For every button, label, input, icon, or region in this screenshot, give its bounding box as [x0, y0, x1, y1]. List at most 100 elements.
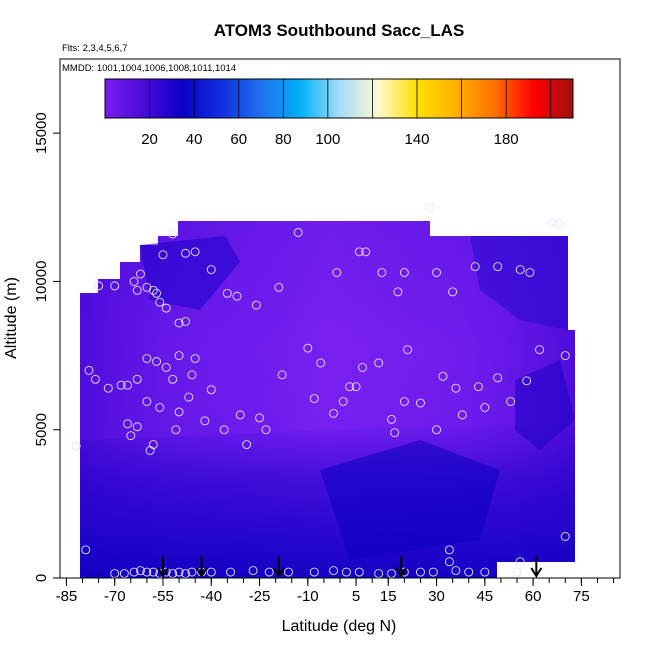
sample-point	[387, 414, 396, 424]
x-tick-label: 45	[476, 588, 493, 605]
sample-point	[103, 383, 113, 393]
sample-point	[242, 440, 252, 449]
sample-point	[145, 446, 155, 455]
sample-point	[116, 380, 126, 390]
sample-points	[71, 202, 570, 579]
sample-point	[168, 229, 178, 239]
x-tick-label: -10	[297, 588, 319, 605]
sample-point	[345, 382, 355, 392]
x-tick-label: 60	[525, 588, 542, 605]
flight-arrow-head	[195, 567, 208, 578]
sample-point	[190, 354, 200, 363]
sample-point	[261, 425, 271, 435]
sample-point	[361, 247, 371, 257]
sample-point	[190, 247, 200, 257]
sample-point	[560, 532, 570, 541]
sample-point	[416, 398, 425, 408]
annotation-flights: Flts: 2,3,4,5,6,7	[62, 43, 127, 54]
sample-point	[277, 370, 287, 380]
sample-point	[377, 268, 387, 277]
sample-point	[473, 382, 483, 392]
flight-arrows	[157, 556, 543, 578]
sample-point	[284, 567, 293, 577]
x-tick-label: -40	[200, 588, 222, 605]
sample-point	[184, 392, 194, 402]
sample-point	[451, 383, 461, 393]
sample-point	[142, 397, 152, 406]
sample-point	[547, 217, 557, 227]
sample-point	[329, 408, 339, 418]
sample-point	[174, 318, 184, 328]
sample-point	[428, 567, 438, 577]
sample-point	[136, 269, 145, 279]
sample-point	[168, 374, 178, 384]
sample-point	[226, 567, 236, 577]
x-tick-label: 15	[380, 588, 397, 605]
sample-point	[515, 557, 525, 567]
sample-point	[152, 288, 162, 298]
sample-point	[338, 397, 348, 406]
sample-point	[432, 425, 442, 435]
sample-point	[525, 268, 535, 277]
y-axis-label: Altitude (m)	[3, 277, 20, 359]
sample-point	[206, 265, 216, 275]
sample-point	[155, 297, 165, 307]
sample-point	[444, 545, 454, 555]
sample-point	[235, 410, 245, 420]
sample-point	[390, 428, 400, 438]
sample-point	[232, 291, 242, 301]
sample-point	[148, 567, 158, 577]
sample-point	[255, 413, 264, 423]
sample-point	[123, 419, 133, 429]
sample-point	[142, 567, 152, 577]
flight-arrow-head	[157, 567, 169, 578]
sample-point	[416, 567, 425, 577]
x-tick-label: 75	[573, 588, 590, 605]
sample-point	[438, 371, 448, 381]
sample-point	[399, 268, 409, 277]
sample-point	[554, 219, 564, 229]
sample-point	[535, 345, 544, 355]
sample-point	[132, 285, 142, 295]
sample-point	[222, 288, 232, 298]
sample-point	[200, 416, 210, 426]
sample-point	[425, 202, 435, 212]
sample-point	[187, 370, 197, 380]
sample-point	[126, 431, 136, 441]
sample-point	[181, 317, 190, 326]
sample-point	[393, 287, 403, 297]
sample-point	[432, 268, 442, 277]
sample-point	[515, 265, 525, 275]
sample-point	[90, 374, 100, 384]
sample-point	[403, 345, 413, 355]
sample-point	[132, 422, 142, 432]
chart-title: ATOM3 Southbound Sacc_LAS	[214, 21, 465, 40]
sample-point	[399, 397, 409, 406]
sample-point	[248, 566, 258, 576]
sample-point	[464, 567, 474, 577]
heatmap-field	[80, 221, 575, 578]
annotation-mmdd: MMDD: 1001,1004,1006,1008,1011,1014	[62, 63, 236, 74]
colorbar-gradient	[104, 78, 574, 119]
sample-point	[129, 276, 139, 286]
field-dark-patch-upper-left	[140, 236, 240, 310]
sample-point	[374, 358, 384, 368]
colorbar-tick-label: 60	[230, 131, 247, 148]
x-tick-label: 5	[352, 588, 360, 605]
x-tick-label: -25	[249, 588, 271, 605]
sample-point	[136, 566, 145, 576]
sample-point	[293, 228, 303, 237]
sample-point	[470, 262, 480, 272]
colorbar-tick-label: 180	[494, 131, 519, 148]
sample-point	[123, 380, 133, 390]
field-dark-patch-lower	[320, 440, 500, 560]
colorbar-tick-label: 100	[315, 131, 340, 148]
x-tick-label: -55	[152, 588, 174, 605]
sample-point	[351, 382, 361, 392]
sample-point	[480, 567, 490, 577]
sample-point	[303, 343, 313, 353]
sample-point	[94, 281, 104, 291]
sample-point	[444, 557, 454, 567]
x-tick-label: -70	[104, 588, 126, 605]
